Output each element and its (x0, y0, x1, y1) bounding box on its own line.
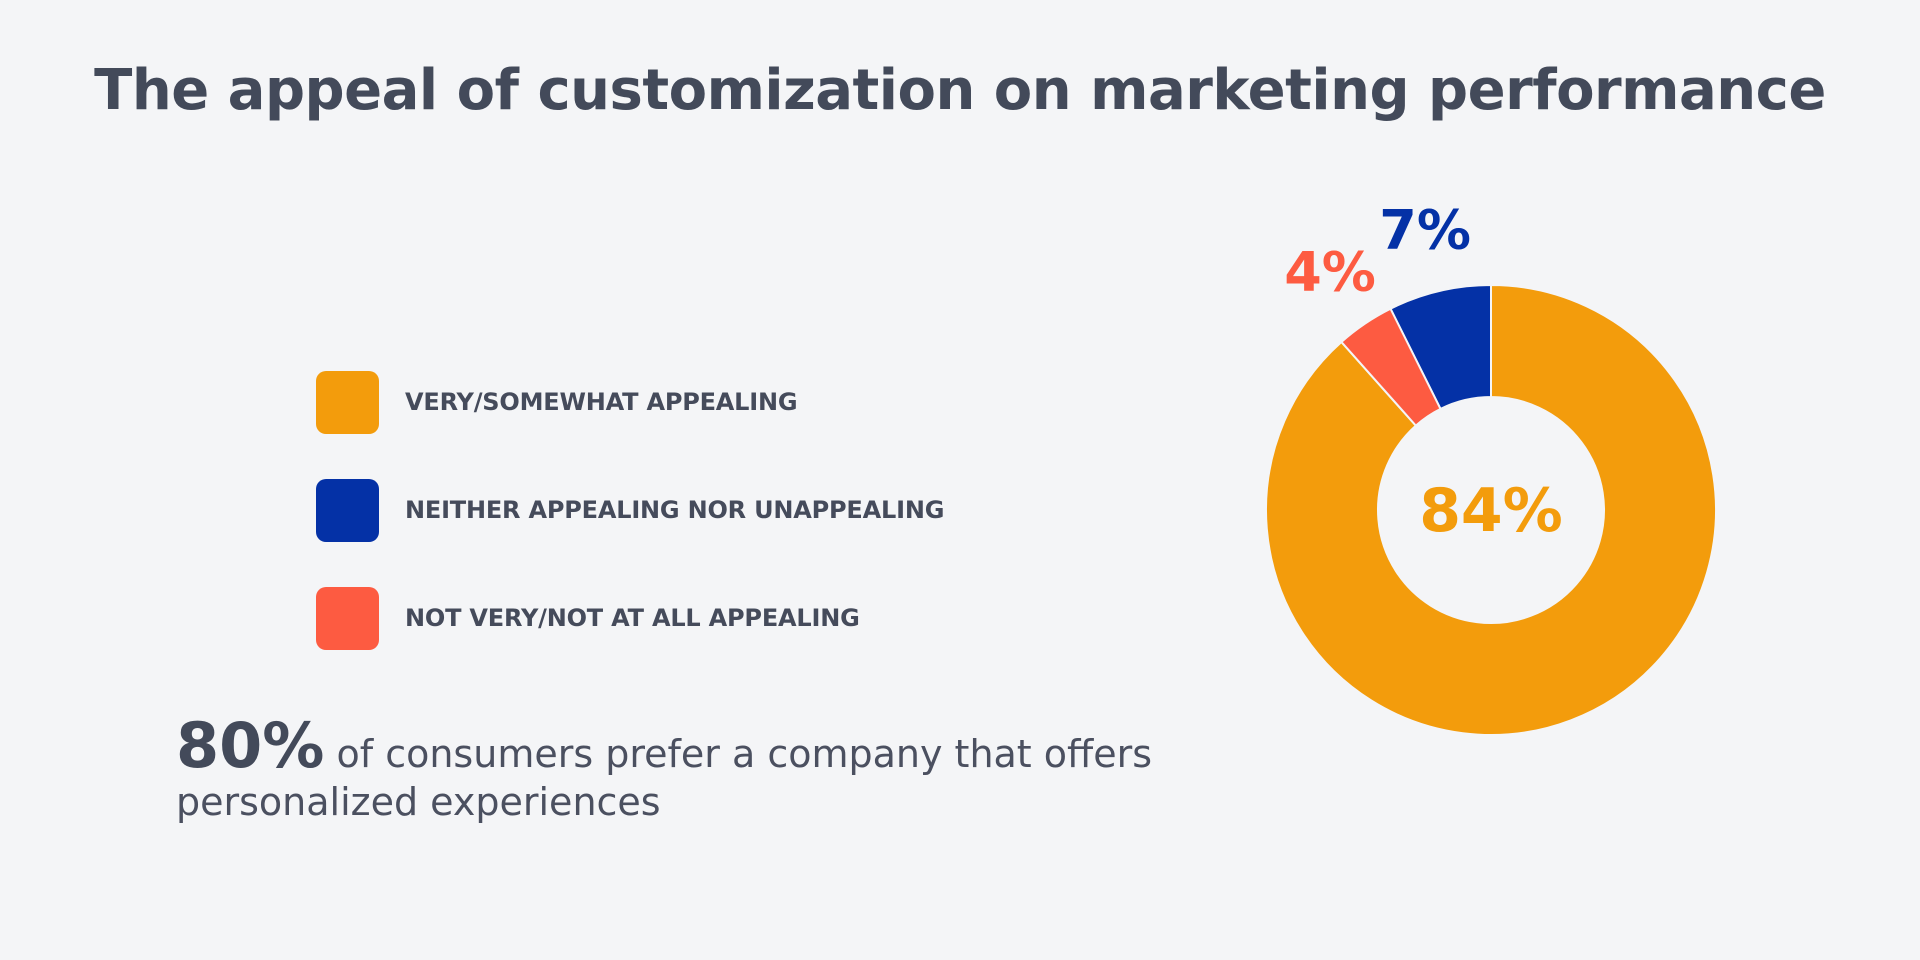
stat-callout: 80% of consumers prefer a company that o… (176, 715, 1176, 826)
page-title: The appeal of customization on marketing… (94, 58, 1826, 123)
legend-label: NOT VERY/NOT AT ALL APPEALING (405, 604, 860, 632)
legend-swatch-red (316, 586, 379, 650)
legend-item-not-appealing: NOT VERY/NOT AT ALL APPEALING (316, 586, 944, 650)
data-label-1: 7% (1379, 199, 1471, 262)
legend-item-neither: NEITHER APPEALING NOR UNAPPEALING (316, 478, 944, 542)
legend-label: VERY/SOMEWHAT APPEALING (405, 388, 798, 416)
legend-swatch-orange (316, 370, 379, 434)
chart-legend: VERY/SOMEWHAT APPEALING NEITHER APPEALIN… (316, 370, 944, 694)
data-label-0: 84% (1419, 476, 1563, 546)
donut-slice-1 (1389, 283, 1492, 411)
donut-slice-2 (1339, 307, 1442, 428)
donut-slice-0 (1265, 283, 1717, 736)
legend-item-very-somewhat-appealing: VERY/SOMEWHAT APPEALING (316, 370, 944, 434)
stat-text: of consumers prefer a company that offer… (176, 732, 1153, 824)
stat-number: 80% (176, 709, 325, 782)
legend-label: NEITHER APPEALING NOR UNAPPEALING (405, 496, 945, 524)
data-label-2: 4% (1284, 240, 1376, 303)
legend-swatch-blue (316, 478, 379, 542)
